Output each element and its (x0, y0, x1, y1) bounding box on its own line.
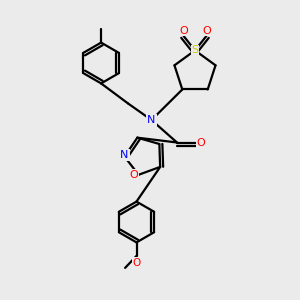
Text: O: O (130, 170, 139, 180)
Text: O: O (196, 137, 206, 148)
Text: N: N (147, 115, 156, 125)
Text: O: O (202, 26, 211, 36)
Text: S: S (191, 45, 199, 56)
Text: N: N (120, 150, 129, 160)
Text: O: O (132, 257, 141, 268)
Text: O: O (179, 26, 188, 36)
